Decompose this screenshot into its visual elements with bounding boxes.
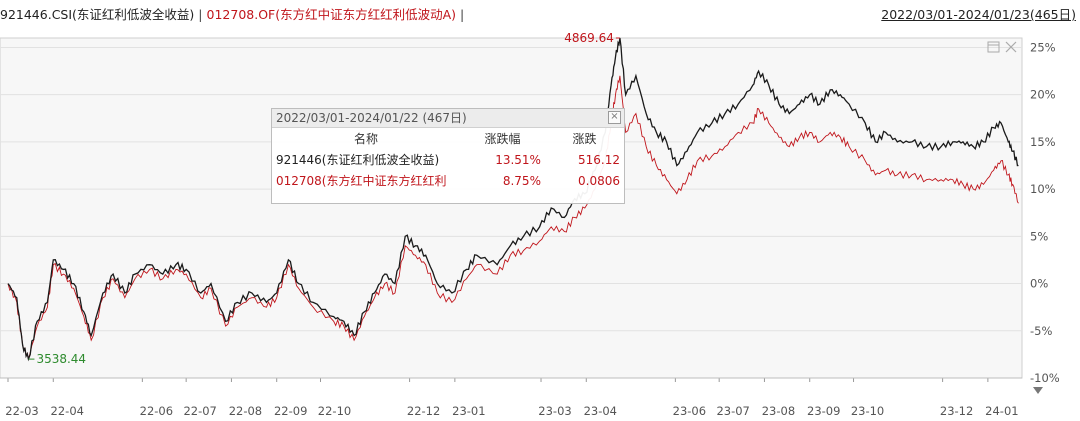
plot-area (0, 37, 1023, 379)
tooltip-header-row: 名称 涨跌幅 涨跌 (272, 128, 624, 149)
y-tick-label: 25% (1030, 40, 1056, 54)
x-tick-label: 23-06 (673, 404, 706, 418)
date-range-link[interactable]: 2022/03/01-2024/01/23(465日) (881, 7, 1076, 22)
y-axis: 25% 20% 15% 10% 5% 0% -5% -10% (1030, 40, 1060, 385)
tooltip-title: 2022/03/01-2024/01/22 (467日) × (272, 109, 624, 128)
legend-series-1[interactable]: 921446.CSI(东证红利低波全收益) (0, 7, 195, 22)
x-tick-label: 22-09 (274, 404, 307, 418)
x-tick-label: 22-12 (407, 404, 440, 418)
annotations: 4869.64 3538.44 (28, 31, 620, 366)
legend-separator: | (460, 7, 465, 22)
col-chg-header: 涨跌 (572, 132, 597, 146)
x-tick-label: 23-03 (538, 404, 571, 418)
table-row: 921446(东证红利低波全收益) 13.51% 516.12 (272, 149, 624, 170)
x-tick-label: 23-10 (851, 404, 884, 418)
y-tick-label: 15% (1030, 135, 1056, 149)
col-name-header: 名称 (353, 132, 378, 146)
x-tick-label: 23-12 (940, 404, 973, 418)
series-line-1 (7, 37, 1019, 362)
x-tick-label: 22-04 (51, 404, 84, 418)
x-tick-label: 22-10 (318, 404, 351, 418)
y-tick-label: -10% (1030, 371, 1060, 385)
legend-series-2[interactable]: 012708.OF(东方红中证东方红红利低波动A) (206, 7, 457, 22)
y-tick-label: -5% (1030, 324, 1052, 338)
x-axis: 22-03 22-04 22-06 22-07 22-08 22-09 22-10 22-12… (0, 377, 1022, 418)
series-lines (7, 37, 1019, 362)
x-tick-label: 24-01 (985, 404, 1018, 418)
y-tick-label: 5% (1030, 229, 1048, 243)
min-value-label: 3538.44 (36, 352, 86, 366)
y-tick-label: 0% (1030, 277, 1048, 291)
y-tick-label: 10% (1030, 182, 1056, 196)
close-icon[interactable] (1005, 41, 1017, 53)
x-tick-label: 23-04 (584, 404, 617, 418)
row-chg: 0.0806 (578, 173, 620, 188)
x-tick-label: 22-07 (183, 404, 216, 418)
scroll-right-arrow-icon[interactable] (1033, 387, 1043, 394)
x-tick-label: 22-06 (140, 404, 173, 418)
table-row: 012708(东方红中证东方红红利 8.75% 0.0806 (272, 170, 624, 191)
tooltip-close-icon[interactable]: × (608, 111, 621, 124)
legend-separator: | (198, 7, 203, 22)
chart-header: 921446.CSI(东证红利低波全收益) | 012708.OF(东方红中证东方红… (0, 0, 1080, 24)
series-line-2 (7, 75, 1019, 360)
x-tick-label: 23-08 (762, 404, 795, 418)
row-pct: 8.75% (502, 173, 541, 188)
tooltip-table: 名称 涨跌幅 涨跌 921446(东证红利低波全收益) 13.51% 516.1… (272, 128, 624, 191)
col-pct-header: 涨跌幅 (484, 132, 521, 146)
tooltip-title-text: 2022/03/01-2024/01/22 (467日) (276, 111, 467, 125)
row-name: 012708(东方红中证东方红红利 (276, 174, 447, 188)
row-pct: 13.51% (495, 152, 541, 167)
tooltip-panel: 2022/03/01-2024/01/22 (467日) × 名称 涨跌幅 涨跌… (271, 108, 625, 204)
x-tick-label: 23-09 (807, 404, 840, 418)
x-tick-label: 23-07 (716, 404, 749, 418)
x-tick-label: 22-08 (229, 404, 262, 418)
y-tick-label: 20% (1030, 88, 1056, 102)
row-name: 921446(东证红利低波全收益) (276, 153, 440, 167)
maximize-icon[interactable] (987, 41, 1000, 53)
max-value-label: 4869.64 (564, 31, 614, 45)
row-chg: 516.12 (578, 152, 620, 167)
legend: 921446.CSI(东证红利低波全收益) | 012708.OF(东方红中证东方红… (0, 4, 468, 23)
x-tick-label: 23-01 (452, 404, 485, 418)
x-tick-label: 22-03 (5, 404, 38, 418)
